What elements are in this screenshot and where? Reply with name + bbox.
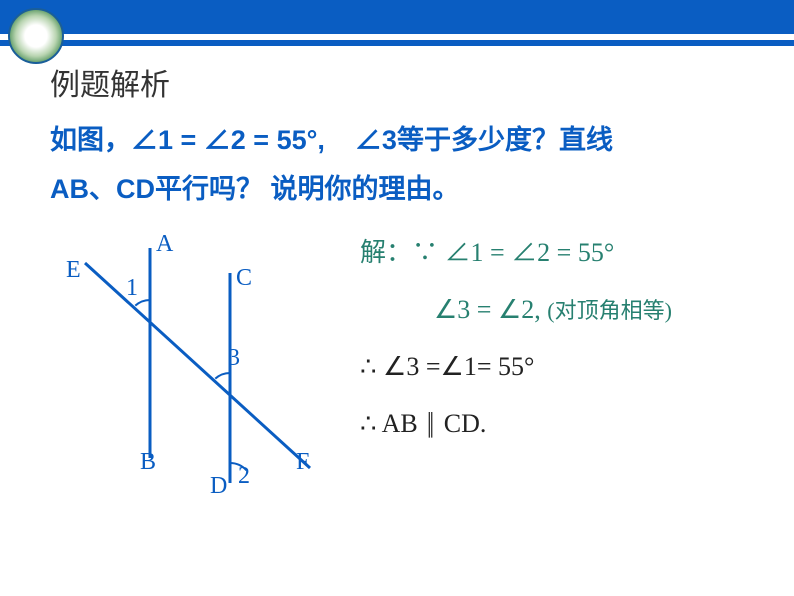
geometry-diagram: ABCDEF123 <box>50 233 330 493</box>
diagram-label-A: A <box>156 231 173 258</box>
problem-line1a: 如图，∠1 = ∠2 = 55°, <box>50 125 325 155</box>
main-area: ABCDEF123 解：∵ ∠1 = ∠2 = 55° ∠3 = ∠2, (对顶… <box>50 233 754 493</box>
diagram-label-F: F <box>296 449 309 476</box>
diagram-svg <box>50 233 330 493</box>
solution-line-2-main: ∠3 = ∠2, <box>434 295 541 324</box>
solution-line-4a: ∴ AB <box>360 409 418 438</box>
logo-badge <box>8 8 64 64</box>
solution-line-4: ∴ AB ∥ CD. <box>360 404 754 443</box>
solution-line-2: ∠3 = ∠2, (对顶角相等) <box>360 290 754 329</box>
problem-statement: 如图，∠1 = ∠2 = 55°, ∠3等于多少度？直线 AB、CD平行吗？ 说… <box>50 116 754 213</box>
diagram-label-n1: 1 <box>126 275 138 302</box>
solution-line-3: ∴ ∠3 =∠1= 55° <box>360 347 754 386</box>
slide-content: 例题解析 如图，∠1 = ∠2 = 55°, ∠3等于多少度？直线 AB、CD平… <box>0 40 794 493</box>
diagram-label-n2: 2 <box>238 463 250 490</box>
section-title: 例题解析 <box>50 60 754 104</box>
solution-line-1: 解：∵ ∠1 = ∠2 = 55° <box>360 233 754 272</box>
diagram-label-C: C <box>236 265 252 292</box>
parallel-symbol: ∥ <box>427 404 435 443</box>
problem-line1b: ∠3等于多少度？直线 <box>355 125 613 155</box>
diagram-label-B: B <box>140 449 156 476</box>
solution-area: 解：∵ ∠1 = ∠2 = 55° ∠3 = ∠2, (对顶角相等) ∴ ∠3 … <box>360 233 754 493</box>
diagram-label-n3: 3 <box>228 345 240 372</box>
problem-line2: AB、CD平行吗？ 说明你的理由。 <box>50 174 460 204</box>
solution-line-4b: CD. <box>444 409 487 438</box>
diagram-label-E: E <box>66 257 81 284</box>
diagram-label-D: D <box>210 473 227 500</box>
solution-line-2-hint: (对顶角相等) <box>547 298 672 323</box>
header-bar <box>0 0 794 40</box>
